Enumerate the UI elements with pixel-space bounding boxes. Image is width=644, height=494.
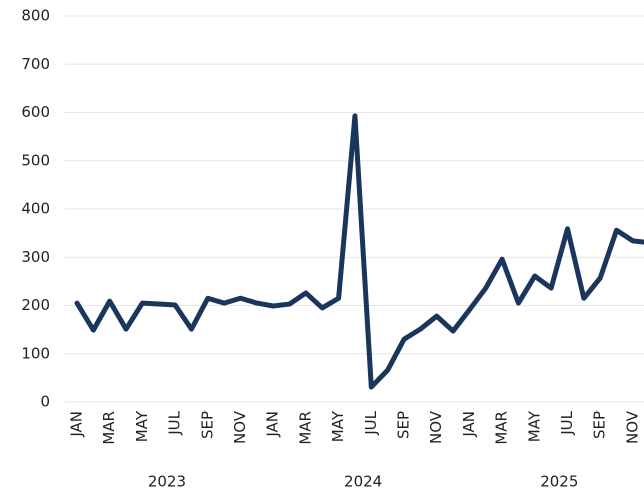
data-line bbox=[74, 113, 644, 390]
y-tick-label: 700 bbox=[21, 55, 50, 73]
year-label: 2024 bbox=[344, 473, 382, 491]
x-tick-label: SEP bbox=[591, 411, 609, 439]
y-tick-label: 600 bbox=[21, 103, 50, 121]
y-tick-label: 0 bbox=[40, 393, 50, 411]
x-tick-label: JUL bbox=[558, 410, 576, 435]
y-tick-label: 200 bbox=[21, 296, 50, 314]
year-label: 2023 bbox=[148, 473, 186, 491]
x-tick-label: JUL bbox=[166, 410, 184, 435]
x-tick-label: MAY bbox=[329, 410, 347, 442]
y-tick-label: 300 bbox=[21, 248, 50, 266]
x-tick-label: MAY bbox=[525, 410, 543, 442]
y-tick-label: 800 bbox=[21, 7, 50, 25]
x-tick-label: JAN bbox=[264, 411, 282, 438]
x-tick-label: MAY bbox=[133, 410, 151, 442]
x-tick-label: NOV bbox=[623, 410, 641, 444]
x-tick-label: MAR bbox=[493, 411, 511, 445]
x-tick-label: SEP bbox=[198, 411, 216, 439]
y-tick-label: 500 bbox=[21, 151, 50, 169]
x-tick-label: JUL bbox=[362, 410, 380, 435]
x-tick-label: MAR bbox=[100, 411, 118, 445]
x-tick-label: JAN bbox=[460, 411, 478, 438]
x-tick-label: NOV bbox=[231, 410, 249, 444]
y-tick-label: 100 bbox=[21, 344, 50, 362]
x-tick-label: JAN bbox=[68, 411, 86, 438]
x-tick-label: SEP bbox=[395, 411, 413, 439]
year-label: 2025 bbox=[540, 473, 578, 491]
y-tick-label: 400 bbox=[21, 200, 50, 218]
x-tick-label: MAR bbox=[296, 411, 314, 445]
x-tick-label: NOV bbox=[427, 410, 445, 444]
